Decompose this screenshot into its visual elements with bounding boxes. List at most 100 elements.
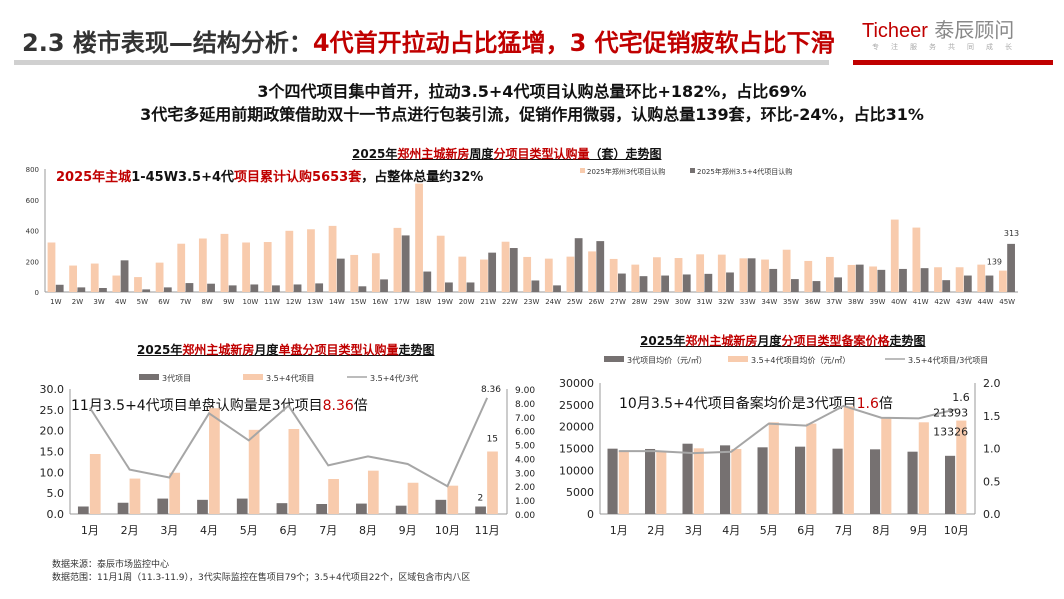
bar-gen3 [761,259,769,292]
bar-gen3 [77,506,89,514]
y-tick-label: 25.0 [40,404,65,417]
bar-gen3 [157,498,169,514]
x-tick-label: 9月 [399,524,417,537]
x-tick-label: 22W [502,298,518,306]
bar-gen4 [693,448,704,514]
x-tick-label: 1月 [81,524,99,537]
bar-gen3 [90,263,99,292]
x-tick-label: 36W [805,298,821,306]
bar-gen4 [445,282,453,292]
x-tick-label: 35W [783,298,799,306]
bar-gen3 [415,183,423,292]
bar-gen4 [661,275,670,292]
bar-gen4 [315,283,324,292]
x-tick-label: 18W [415,298,431,306]
y2-tick-label: 3.00 [515,469,535,479]
bar-gen4 [488,252,497,292]
bar-gen4 [55,284,64,292]
x-tick-label: 28W [632,298,648,306]
x-tick-label: 31W [697,298,713,306]
bar-gen4 [248,429,260,514]
x-tick-label: 7月 [319,524,337,537]
ratio-line [89,397,489,488]
bar-gen4 [956,420,967,514]
data-label: 139 [987,258,1002,267]
y-tick-label: 0 [35,289,39,297]
x-tick-label: 40W [891,298,907,306]
bar-gen3 [501,241,510,292]
bar-gen3 [907,451,918,514]
bar-gen4 [769,268,778,292]
bar-gen3 [869,266,878,292]
title-prefix: 2.3 楼市表现—结构分析： [22,29,313,57]
x-tick-label: 44W [978,298,994,306]
x-tick-label: 2W [72,298,83,306]
bar-gen3 [350,254,359,292]
bar-gen4 [617,273,626,292]
x-tick-label: 30W [675,298,691,306]
bar-gen3 [674,258,683,292]
bar-gen3 [870,449,881,514]
x-tick-label: 10月 [944,524,969,537]
bar-gen4 [77,287,86,292]
legend-swatch [728,356,748,362]
bar-gen3 [645,448,656,514]
legend-label: 3代项目均价（元/㎡） [627,355,707,365]
bar-gen4 [985,275,994,292]
legend-label: 2025年郑州3代项目认购 [587,167,665,176]
y-tick-label: 5.0 [47,487,65,500]
bar-gen4 [120,260,129,292]
footer-scope: 数据范围：11月1周（11.3-11.9），3代实际监控在售项目79个；3.5+… [52,573,471,583]
x-tick-label: 29W [653,298,669,306]
y2-tick-label: 1.00 [515,497,535,507]
x-tick-label: 9月 [910,524,928,537]
x-tick-label: 34W [761,298,777,306]
x-tick-label: 3月 [160,524,178,537]
y-tick-label: 20000 [559,421,594,434]
bar-gen3 [912,227,921,292]
y-tick-label: 15.0 [40,446,65,459]
x-tick-label: 43W [956,298,972,306]
x-tick-label: 7W [180,298,191,306]
x-tick-label: 11月 [475,524,500,537]
bar-gen4 [834,277,842,292]
bar-gen3 [263,242,272,292]
title-highlight: 4代首开拉动占比猛增，3 代宅促销疲软占比下滑 [312,29,835,57]
bar-gen3 [112,275,121,292]
bar-gen3 [696,254,705,292]
x-tick-label: 6月 [797,524,815,537]
x-tick-label: 24W [545,298,561,306]
bar-gen4 [447,485,459,514]
x-tick-label: 14W [329,298,345,306]
bar-gen3 [198,238,207,292]
x-tick-label: 10月 [435,524,460,537]
data-label: 1.6 [952,391,970,404]
data-label: 13326 [933,426,968,439]
bar-gen3 [588,251,596,292]
legend-label: 3.5+4代/3代 [370,373,418,383]
bar-gen3 [475,506,486,514]
y2-tick-label: 9.00 [515,386,535,396]
y2-tick-label: 1.0 [983,443,1001,456]
x-tick-label: 15W [351,298,367,306]
x-tick-label: 2月 [647,524,665,537]
bar-gen3 [804,260,813,292]
bar-gen4 [918,422,929,514]
monthly-price-chart-title: 2025年郑州主城新房月度分项目类型备案价格走势图 [640,334,926,348]
x-tick-label: 37W [826,298,842,306]
bar-gen3 [197,499,208,514]
weekly-chart-title: 2025年郑州主城新房周度分项目类型认购量（套）走势图 [352,147,662,161]
bar-gen3 [720,445,731,514]
bar-gen4 [812,281,821,292]
x-tick-label: 27W [610,298,626,306]
legend-swatch [690,168,695,173]
x-tick-label: 13W [307,298,323,306]
bar-gen3 [316,504,328,514]
x-tick-label: 39W [870,298,886,306]
bar-gen4 [380,279,388,292]
y2-tick-label: 1.5 [983,410,1001,423]
bar-gen4 [336,258,345,292]
bar-gen3 [607,448,618,514]
bar-gen3 [356,503,367,514]
bar-gen3 [371,253,380,292]
